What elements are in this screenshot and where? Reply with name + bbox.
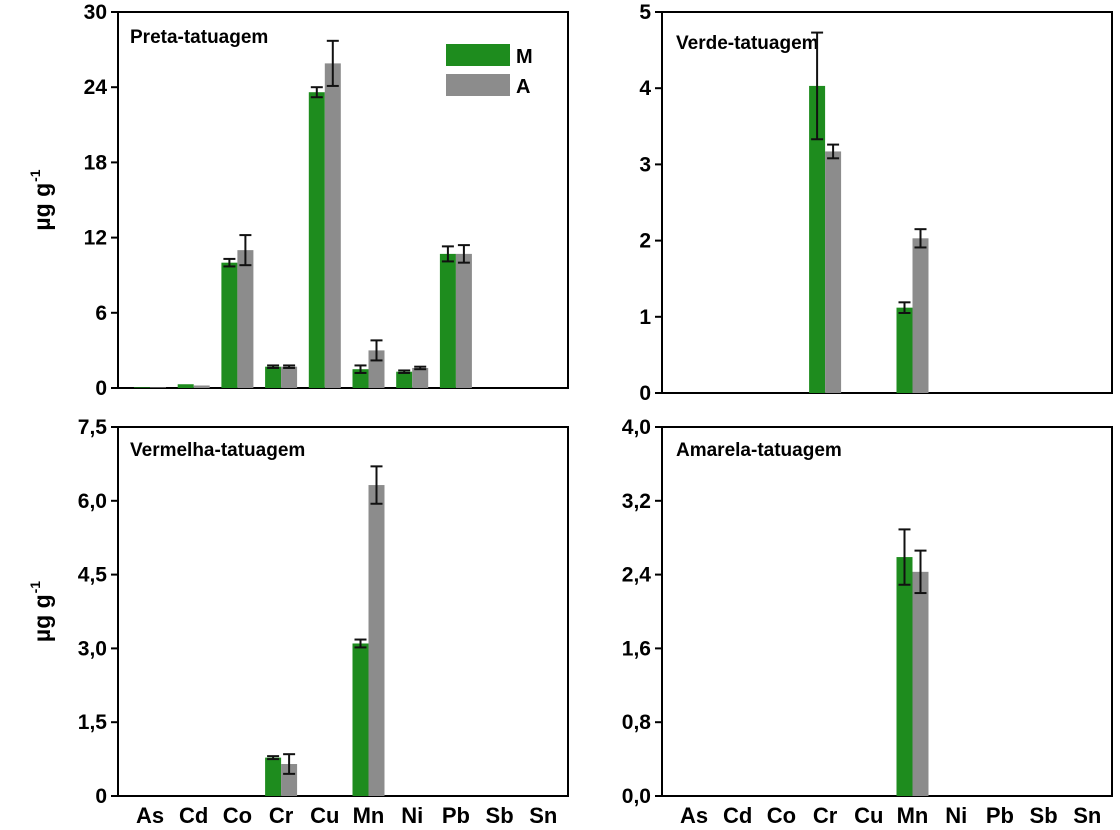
plot-frame xyxy=(117,426,569,797)
bar-M-Mn xyxy=(352,643,369,796)
y-tick-label: 0 xyxy=(95,785,107,808)
y-tick-label: 4,0 xyxy=(622,416,651,439)
x-tick-label: Pb xyxy=(442,803,470,828)
y-tick-label: 30 xyxy=(84,1,107,24)
y-tick-label: 18 xyxy=(84,151,108,174)
bar-A-Mn xyxy=(912,238,929,393)
x-tick-label: Cd xyxy=(723,803,752,828)
y-tick-label: 6,0 xyxy=(78,490,107,513)
bar-A-Ni xyxy=(412,367,429,388)
bar-A-Mn xyxy=(912,571,929,796)
bar-A-Co xyxy=(237,250,254,388)
panel-title: Vermelha-tatuagem xyxy=(130,440,305,461)
y-tick-label: 1,6 xyxy=(622,637,651,660)
panel-title: Amarela-tatuagem xyxy=(676,440,842,461)
x-tick-label: Cr xyxy=(813,803,838,828)
x-tick-label: Sn xyxy=(529,803,557,828)
y-tick-label: 3 xyxy=(639,153,651,176)
bar-M-Cr xyxy=(809,85,826,393)
bar-M-Cd xyxy=(177,384,194,388)
y-tick-label: 3,2 xyxy=(622,490,651,513)
bar-M-Cr xyxy=(265,757,282,796)
legend-swatch-M xyxy=(446,44,510,66)
x-tick-label: As xyxy=(680,803,708,828)
y-tick-label: 12 xyxy=(84,227,107,250)
panel-title: Preta-tatuagem xyxy=(130,27,268,48)
x-tick-label: Mn xyxy=(353,803,385,828)
x-tick-label: Ni xyxy=(401,803,423,828)
x-tick-label: Sn xyxy=(1073,803,1101,828)
chart-panel-4: 0,0 0,8 1,6 2,4 3,2 4,0 Amarela-tatuagem As Cd Co… xyxy=(622,416,1113,828)
y-tick-label: 3,0 xyxy=(78,637,107,660)
x-tick-label: Sb xyxy=(1030,803,1058,828)
bar-M-Pb xyxy=(439,253,456,388)
legend: MA xyxy=(446,44,533,98)
x-tick-label: Cr xyxy=(269,803,294,828)
bar-M-Co xyxy=(221,262,238,388)
chart-panel-3: 0 1,5 3,0 4,5 6,0 7,5 µg g-1 Vermelha-tatuagem A… xyxy=(27,416,569,828)
bar-A-Cr xyxy=(281,366,298,388)
y-tick-label: 0 xyxy=(95,377,107,400)
plot-frame xyxy=(661,426,1113,797)
y-tick-label: 2,4 xyxy=(622,564,652,587)
x-tick-label: As xyxy=(136,803,164,828)
y-tick-label: 7,5 xyxy=(78,416,108,439)
plot-frame xyxy=(117,11,569,389)
x-tick-label: Ni xyxy=(945,803,967,828)
y-axis-label: µg g-1 xyxy=(27,169,55,230)
chart-panel-1: 0 6 12 18 24 30 µg g-1 Preta-tatuagem MA xyxy=(27,1,569,400)
panel-title: Verde-tatuagem xyxy=(676,33,819,54)
x-tick-label: Cu xyxy=(310,803,339,828)
y-tick-label: 2 xyxy=(639,230,651,253)
x-tick-label: Co xyxy=(767,803,796,828)
y-tick-label: 1 xyxy=(639,306,651,329)
bar-A-Pb xyxy=(455,253,472,388)
bar-A-As xyxy=(150,387,166,388)
chart-panel-2: 0 1 2 3 4 5 Verde-tatuagem xyxy=(639,1,1113,405)
bar-M-Cr xyxy=(265,366,282,388)
x-tick-label: Mn xyxy=(897,803,929,828)
bar-M-As xyxy=(134,387,150,388)
bar-M-Cu xyxy=(308,92,325,389)
bar-A-Mn xyxy=(368,485,385,796)
legend-swatch-A xyxy=(446,74,510,96)
y-tick-label: 6 xyxy=(95,302,107,325)
x-tick-label: Co xyxy=(223,803,252,828)
x-tick-label: Pb xyxy=(986,803,1014,828)
y-tick-label: 4 xyxy=(639,77,651,100)
y-tick-label: 0,0 xyxy=(622,785,651,808)
bar-M-Ni xyxy=(396,371,413,388)
bar-A-Cu xyxy=(324,63,341,389)
plot-frame xyxy=(661,11,1113,394)
x-tick-label: Cu xyxy=(854,803,883,828)
y-axis-label: µg g-1 xyxy=(27,581,55,642)
bar-A-Cr xyxy=(825,151,842,393)
bar-A-Cd xyxy=(193,385,210,388)
bar-M-Mn xyxy=(896,307,913,393)
y-tick-label: 0 xyxy=(639,382,651,405)
y-tick-label: 24 xyxy=(84,76,108,99)
y-tick-label: 4,5 xyxy=(78,564,108,587)
x-tick-label: Cd xyxy=(179,803,208,828)
legend-label-A: A xyxy=(516,76,530,98)
x-tick-label: Sb xyxy=(486,803,514,828)
bar-M-Mn xyxy=(896,557,913,796)
y-tick-label: 1,5 xyxy=(78,711,108,734)
bar-A-Cr xyxy=(281,764,298,796)
legend-label-M: M xyxy=(516,46,533,68)
y-tick-label: 0,8 xyxy=(622,711,652,734)
y-tick-label: 5 xyxy=(639,1,651,24)
